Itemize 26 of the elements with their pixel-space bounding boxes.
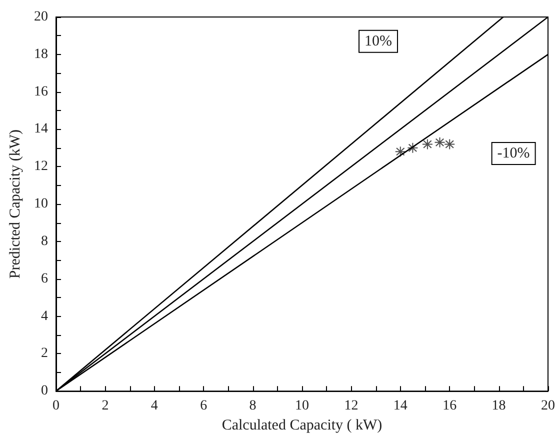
x-tick-label: 14 xyxy=(393,398,408,414)
annotation: 10% xyxy=(364,33,392,50)
y-axis-title: Predicted Capacity (kW) xyxy=(8,129,24,279)
y-tick-label: 18 xyxy=(34,46,48,62)
x-tick-label: 0 xyxy=(52,398,60,414)
y-tick-label: 12 xyxy=(34,159,48,174)
x-tick-label: 2 xyxy=(102,398,109,414)
y-tick-label: 14 xyxy=(34,122,48,137)
y-tick-label: 0 xyxy=(41,384,48,399)
y-tick-label: 20 xyxy=(34,10,48,24)
x-tick-label: 20 xyxy=(541,398,555,414)
x-tick-label: 16 xyxy=(442,398,457,414)
y-tick-label: 4 xyxy=(41,308,48,324)
x-tick-label: 12 xyxy=(344,398,358,414)
y-tick-label: 8 xyxy=(41,234,48,249)
x-tick-label: 6 xyxy=(200,398,208,414)
x-tick-label: 8 xyxy=(249,398,256,414)
x-tick-label: 4 xyxy=(150,398,158,414)
x-tick-label: 10 xyxy=(295,398,309,414)
annotation: -10% xyxy=(497,146,530,162)
y-tick-label: 10 xyxy=(34,196,48,212)
y-tick-label: 6 xyxy=(41,271,48,286)
y-tick-label: 2 xyxy=(41,346,48,362)
x-tick-label: 18 xyxy=(492,398,506,414)
y-tick-label: 16 xyxy=(34,84,48,100)
x-axis-title: Calculated Capacity ( kW) xyxy=(222,418,382,434)
